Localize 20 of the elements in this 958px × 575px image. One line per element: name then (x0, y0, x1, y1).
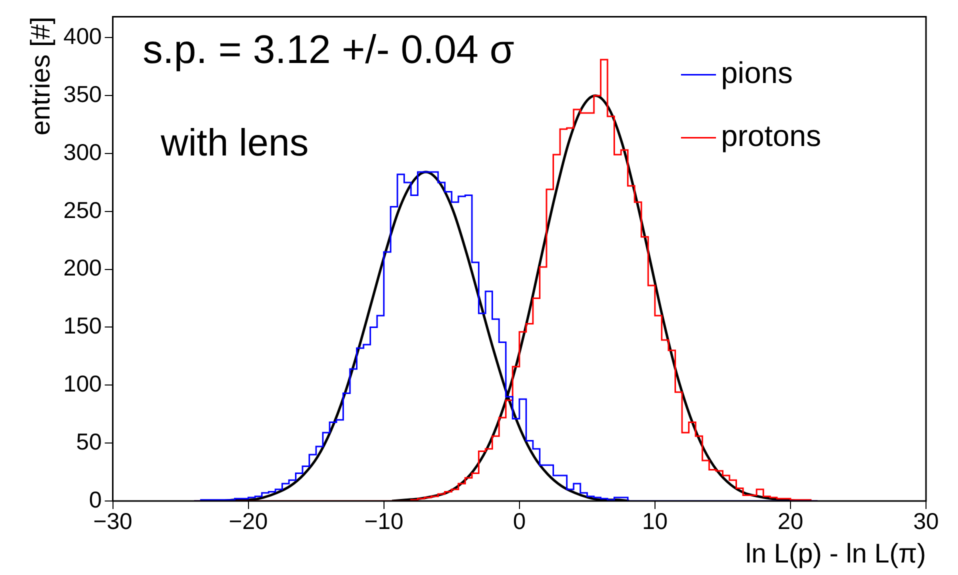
y-tick-label: 50 (76, 428, 102, 454)
annotation: s.p. = 3.12 +/- 0.04 σ (142, 28, 515, 72)
x-tick-label: 30 (913, 508, 939, 534)
y-axis-title: entries [#] (26, 16, 56, 136)
x-tick-label: 20 (778, 508, 804, 534)
legend-label: pions (721, 57, 793, 90)
legend-label: protons (721, 120, 822, 154)
annotation: with lens (160, 122, 309, 164)
x-tick-label: −20 (228, 508, 268, 534)
y-tick-label: 200 (63, 254, 102, 281)
x-tick-label: −10 (364, 508, 404, 534)
x-tick-label: 10 (642, 508, 668, 534)
y-tick-label: 100 (63, 370, 102, 397)
x-axis-title: ln L(p) - ln L(π) (745, 538, 926, 568)
x-tick-label: 0 (512, 508, 526, 534)
y-tick-label: 150 (63, 312, 102, 339)
y-tick-label: 250 (63, 196, 102, 223)
y-tick-label: 300 (63, 138, 102, 165)
y-tick-label: 350 (63, 80, 102, 107)
y-tick-label: 400 (63, 22, 102, 49)
